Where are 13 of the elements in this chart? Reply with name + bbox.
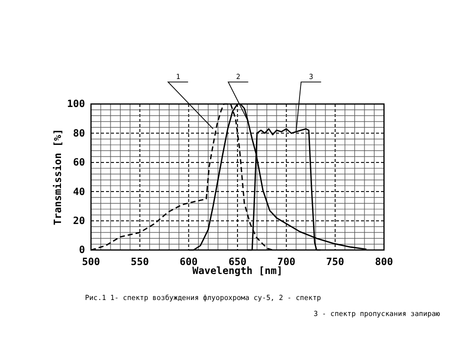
y-axis-title: Transmission [%] [52,128,64,226]
x-tick-label: 750 [326,257,344,268]
x-tick-label: 550 [130,257,149,268]
y-tick-label: 80 [72,128,85,140]
x-tick-label: 500 [82,257,100,268]
x-tick-label: 800 [374,257,394,268]
x-axis-title: Wavelength [nm] [192,266,283,277]
y-tick-label: 0 [78,245,85,256]
x-tick-label: 650 [228,257,247,268]
y-tick-label: 20 [72,216,85,227]
y-tick-label: 100 [66,99,85,110]
y-tick-label: 40 [72,186,85,198]
y-tick-label: 60 [72,158,85,169]
